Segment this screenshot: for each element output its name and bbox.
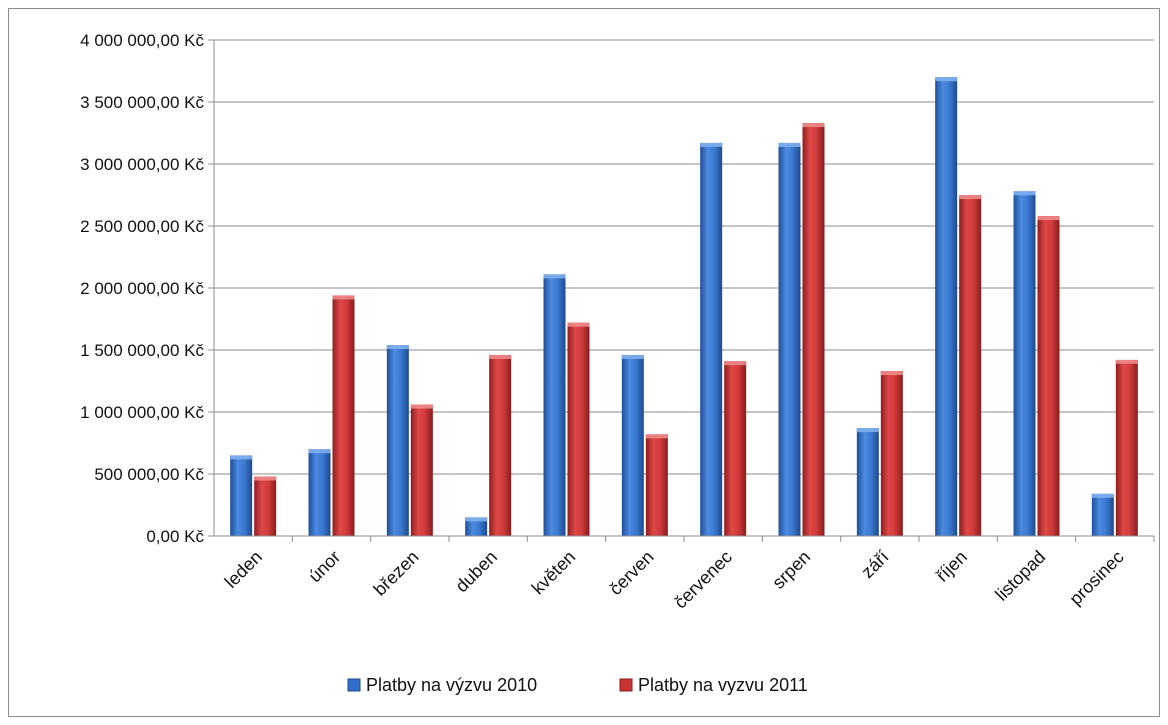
x-category-label: leden: [221, 547, 266, 592]
bar-cap: [1037, 216, 1060, 221]
bar-2011-2: [410, 404, 433, 536]
bar-2011-7: [802, 123, 825, 536]
legend-label: Platby na výzvu 2010: [366, 675, 537, 695]
legend-item-2010: Platby na výzvu 2010: [347, 675, 537, 695]
bar-2010-5: [621, 354, 644, 536]
bar-cap: [1091, 493, 1114, 498]
y-tick-label: 4 000 000,00 Kč: [80, 31, 204, 50]
bar-2010-6: [700, 142, 723, 537]
bar-cap: [856, 428, 879, 433]
bar-2010-2: [386, 345, 409, 536]
axes: [208, 39, 1155, 542]
bar-cap: [567, 322, 590, 327]
bars: [230, 77, 1138, 537]
x-category-label: březen: [370, 547, 423, 600]
bar-2011-11: [1115, 359, 1138, 536]
bar-2011-8: [880, 371, 903, 536]
x-category-label: duben: [451, 547, 501, 597]
bar-cap: [802, 123, 825, 128]
bar-cap: [1115, 359, 1138, 364]
x-category-label: květen: [528, 547, 580, 599]
bar-cap: [308, 449, 331, 454]
bar-cap: [621, 354, 644, 359]
x-category-label: listopad: [991, 547, 1049, 605]
y-tick-label: 1 000 000,00 Kč: [80, 403, 204, 422]
bar-cap: [700, 142, 723, 147]
y-tick-label: 2 500 000,00 Kč: [80, 217, 204, 236]
bar-2011-5: [645, 434, 668, 536]
bar-2010-7: [778, 142, 801, 537]
bar-2010-4: [543, 274, 566, 536]
x-category-label: září: [857, 547, 892, 582]
bar-2010-9: [935, 77, 958, 536]
bar-cap: [489, 354, 512, 359]
bar-cap: [543, 274, 566, 279]
bar-cap: [778, 142, 801, 147]
y-tick-labels: 0,00 Kč 500 000,00 Kč 1 000 000,00 Kč 1 500…: [80, 31, 204, 546]
y-tick-label: 3 000 000,00 Kč: [80, 155, 204, 174]
bar-2011-1: [332, 295, 355, 536]
bar-cap: [724, 361, 747, 366]
bar-cap: [386, 345, 409, 350]
y-tick-label: 0,00 Kč: [146, 527, 204, 546]
x-category-label: říjen: [932, 547, 971, 586]
y-tick-label: 2 000 000,00 Kč: [80, 279, 204, 298]
bar-cap: [935, 77, 958, 82]
legend-item-2011: Platby na vyzvu 2011: [619, 675, 808, 695]
bar-2010-8: [856, 428, 879, 536]
bar-cap: [410, 404, 433, 409]
bar-2011-4: [567, 322, 590, 536]
legend-swatch: [347, 678, 361, 692]
bar-2011-10: [1037, 216, 1060, 536]
gridlines: [214, 39, 1154, 475]
chart-frame: 0,00 Kč 500 000,00 Kč 1 000 000,00 Kč 1 500…: [8, 8, 1160, 717]
bar-2011-3: [489, 354, 512, 536]
x-category-label: únor: [305, 547, 345, 587]
x-category-labels: leden únor březen duben květen červen červenec…: [221, 547, 1128, 613]
bar-cap: [465, 517, 488, 522]
bar-cap: [880, 371, 903, 376]
bar-2010-10: [1013, 191, 1036, 536]
bar-2011-6: [724, 361, 747, 536]
bar-cap: [1013, 191, 1036, 196]
bar-2010-11: [1091, 493, 1114, 536]
bar-2011-9: [959, 195, 982, 536]
bar-2011-0: [254, 476, 277, 536]
bar-cap: [230, 455, 253, 460]
legend-label: Platby na vyzvu 2011: [638, 675, 808, 695]
y-tick-label: 1 500 000,00 Kč: [80, 341, 204, 360]
bar-2010-0: [230, 455, 253, 536]
x-category-label: prosinec: [1065, 547, 1127, 609]
x-category-label: červen: [605, 547, 657, 599]
bar-cap: [959, 195, 982, 199]
y-tick-label: 500 000,00 Kč: [94, 465, 204, 484]
legend-swatch: [619, 678, 633, 692]
bar-cap: [254, 476, 277, 481]
x-category-label: červenec: [670, 547, 736, 613]
bar-2010-1: [308, 449, 331, 536]
bar-cap: [645, 434, 668, 439]
bar-cap: [332, 295, 355, 300]
bar-chart: 0,00 Kč 500 000,00 Kč 1 000 000,00 Kč 1 500…: [80, 31, 1155, 695]
y-tick-label: 3 500 000,00 Kč: [80, 93, 204, 112]
bar-2010-3: [465, 517, 488, 536]
x-category-label: srpen: [768, 547, 814, 593]
legend: Platby na výzvu 2010 Platby na vyzvu 2011: [347, 675, 808, 695]
